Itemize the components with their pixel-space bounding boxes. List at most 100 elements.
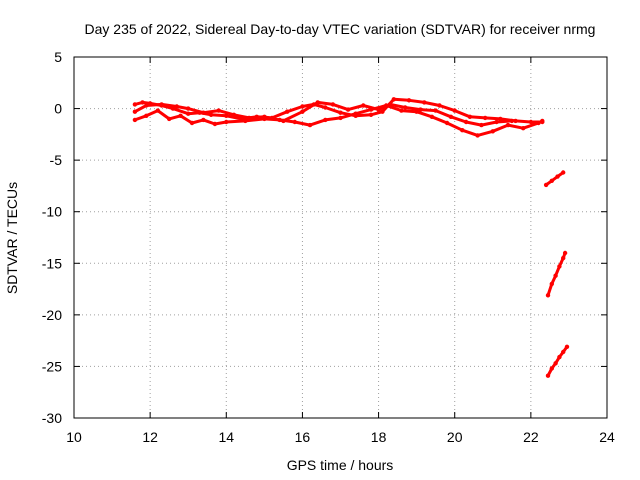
data-point (553, 273, 558, 278)
data-point (463, 119, 469, 125)
data-point (155, 108, 160, 113)
data-point (189, 120, 195, 126)
data-point (521, 126, 526, 131)
data-point (368, 112, 374, 118)
data-point (549, 281, 554, 287)
data-point (208, 112, 214, 118)
x-tick-label: 12 (142, 429, 158, 445)
data-point (174, 104, 179, 109)
data-point (380, 109, 385, 114)
data-point (564, 344, 570, 349)
y-tick-label: 5 (54, 49, 62, 65)
series-arc-2 (133, 104, 544, 137)
grid (74, 57, 607, 418)
y-tick-label: -25 (42, 358, 62, 374)
data-point (399, 108, 404, 113)
y-tick-label: -5 (50, 152, 63, 168)
data-point (186, 106, 191, 111)
data-point (323, 105, 328, 110)
x-tick-label: 22 (523, 429, 539, 445)
data-point (361, 103, 366, 108)
data-point (132, 102, 138, 107)
data-point (540, 118, 545, 124)
data-point (490, 129, 495, 134)
x-tick-label: 14 (218, 429, 234, 445)
data-point (555, 174, 560, 179)
x-tick-label: 20 (447, 429, 463, 445)
data-point (561, 170, 566, 175)
data-point (562, 250, 568, 256)
x-axis-label: GPS time / hours (287, 457, 394, 473)
series-arc-4 (544, 171, 565, 187)
x-tick-label: 10 (66, 429, 82, 445)
data-point (406, 98, 412, 103)
data-point (144, 113, 149, 119)
ticks: 10 12 14 16 18 20 22 24 5 0 -5 -10 -15 -20 -25 -30 (42, 49, 615, 445)
data-point (429, 114, 435, 120)
y-tick-label: 0 (54, 101, 62, 117)
data-point (460, 128, 465, 133)
y-axis-label: SDTVAR / TECUs (4, 182, 20, 294)
data-point (216, 108, 221, 113)
data-point (403, 105, 408, 110)
data-point (159, 102, 164, 107)
data-point (391, 97, 396, 102)
data-point (132, 117, 138, 123)
data-point (323, 117, 328, 123)
y-tick-label: -10 (42, 204, 62, 220)
y-tick-label: -15 (42, 255, 62, 271)
data-point (418, 107, 423, 112)
x-tick-label: 24 (599, 429, 615, 445)
data-point (224, 119, 229, 125)
data-point (494, 119, 499, 125)
data-point (178, 113, 183, 119)
data-point (243, 118, 248, 124)
data-point (292, 119, 297, 125)
data-point (186, 111, 191, 116)
data-point (338, 110, 343, 115)
data-point (132, 109, 138, 114)
data-point (422, 100, 427, 105)
data-point (543, 182, 549, 188)
data-point (330, 102, 336, 107)
data-point (167, 116, 172, 122)
data-point (285, 109, 290, 114)
data-point (549, 366, 554, 371)
data-point (509, 118, 514, 124)
data-point (433, 108, 438, 113)
x-tick-label: 16 (295, 429, 311, 445)
data-point (387, 102, 393, 107)
x-tick-label: 18 (371, 429, 387, 445)
data-point (557, 354, 562, 360)
y-tick-label: -20 (42, 307, 62, 323)
data-point (553, 361, 558, 366)
data-point (545, 373, 551, 378)
data-point (376, 107, 381, 112)
data-point (201, 117, 206, 123)
series-layer (132, 97, 570, 378)
data-point (475, 133, 480, 138)
data-point (536, 120, 541, 126)
plot-frame (73, 56, 608, 419)
data-point (212, 121, 218, 127)
data-point (549, 178, 554, 183)
chart-title: Day 235 of 2022, Sidereal Day-to-day VTE… (85, 21, 596, 37)
data-point (300, 109, 305, 114)
data-point (300, 104, 305, 109)
data-point (561, 255, 566, 261)
data-point (505, 122, 511, 128)
data-point (353, 111, 358, 116)
data-point (338, 115, 343, 121)
data-point (201, 110, 206, 115)
data-point (224, 113, 229, 119)
series-arc-3 (133, 100, 514, 127)
data-point (345, 107, 351, 112)
data-point (545, 293, 551, 298)
data-point (231, 112, 237, 118)
data-point (448, 114, 454, 120)
data-point (479, 122, 484, 128)
data-point (561, 349, 566, 355)
data-point (557, 264, 562, 269)
data-point (246, 115, 252, 121)
y-tick-label: -30 (42, 410, 62, 426)
